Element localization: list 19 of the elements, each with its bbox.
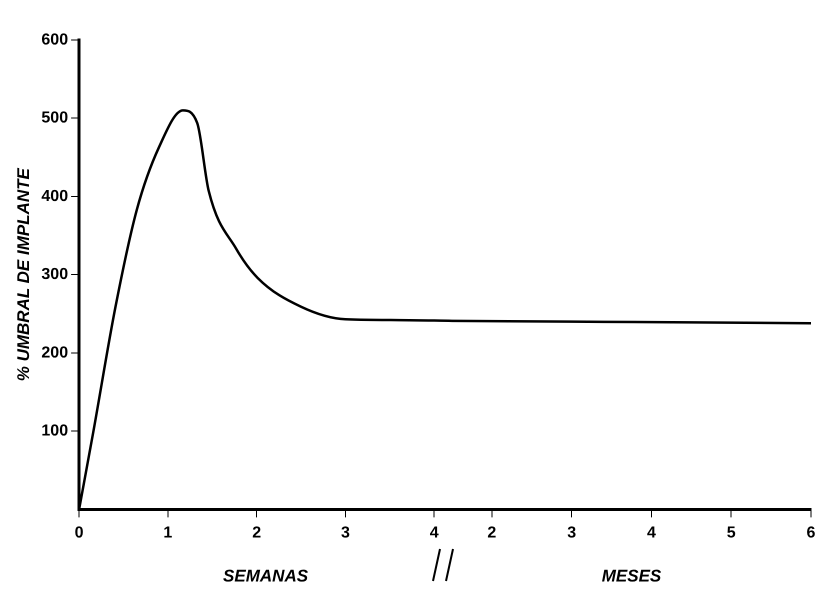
x-tick-label: 5 [726,524,736,542]
y-axis-title: % UMBRAL DE IMPLANTE [14,167,33,382]
x-tick-label: 2 [252,524,262,542]
x-tick-label: 3 [567,524,576,542]
x-tick-label: 0 [74,524,84,542]
x-axis-title: SEMANAS [223,566,309,586]
y-tick-label: 300 [41,266,68,284]
x-tick-label: 6 [806,524,816,542]
y-tick-label: 400 [41,188,68,205]
x-axis-title: MESES [602,566,662,586]
x-tick-label: 4 [646,524,656,542]
x-tick-label: 1 [163,524,172,542]
y-tick-label: 200 [41,344,68,362]
x-tick-label: 2 [487,524,496,542]
y-tick-label: 100 [41,422,68,440]
y-tick-label: 600 [41,31,68,48]
x-tick-label: 4 [430,524,439,542]
y-tick-label: 500 [41,110,68,127]
x-tick-label: 3 [341,524,350,542]
